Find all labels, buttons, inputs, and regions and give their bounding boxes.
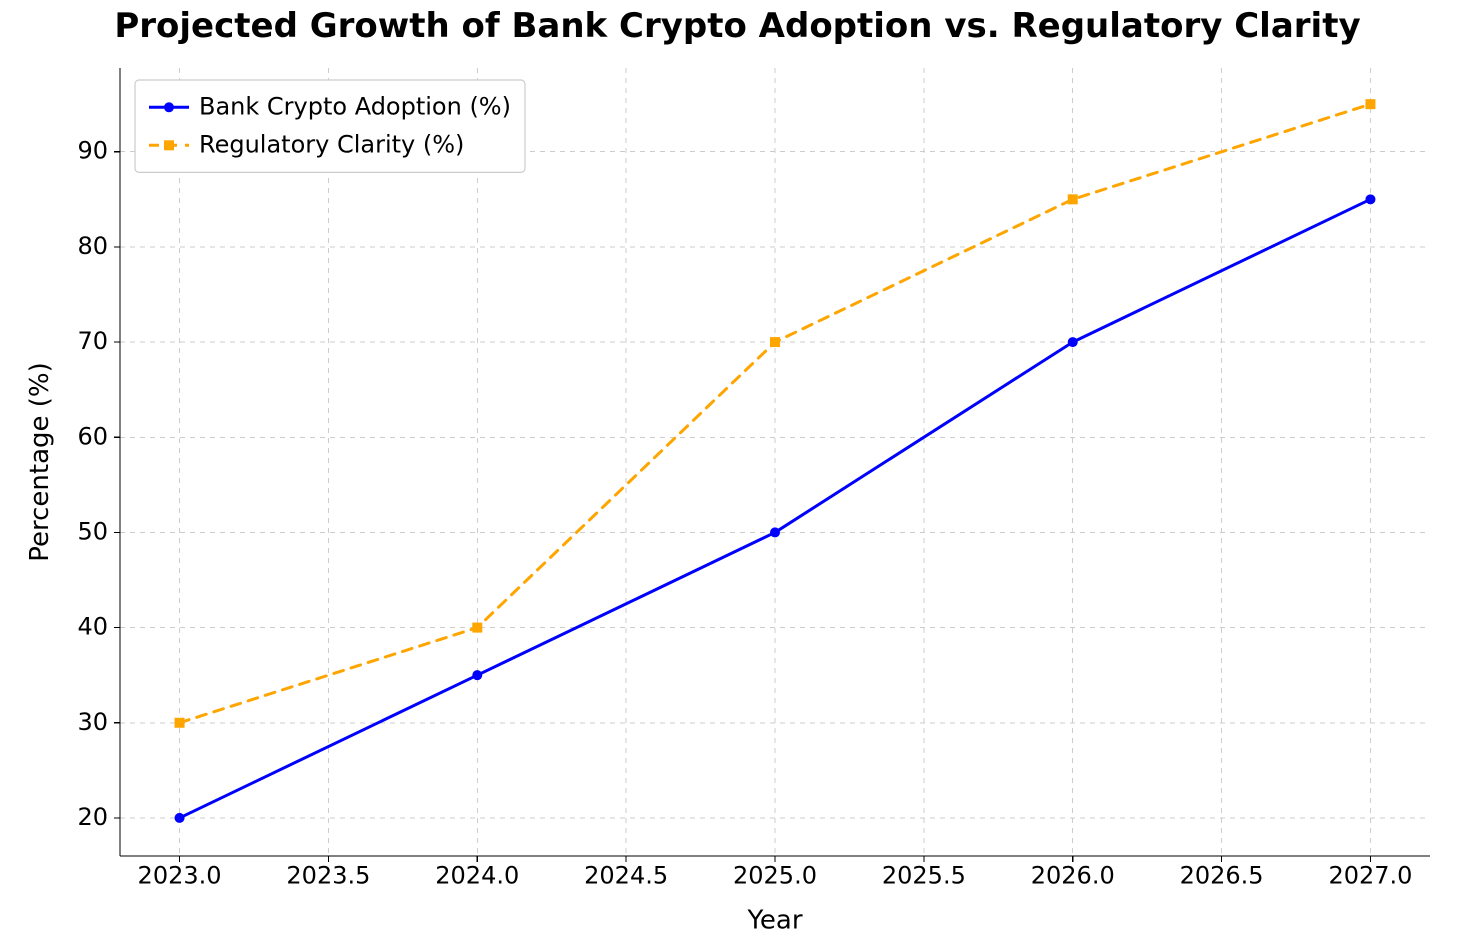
series-0-marker <box>1068 337 1078 347</box>
series-1-marker <box>1365 99 1375 109</box>
y-tick-label: 90 <box>77 137 108 165</box>
y-tick-label: 40 <box>77 613 108 641</box>
series-1-marker <box>770 337 780 347</box>
y-tick-label: 70 <box>77 327 108 355</box>
x-tick-label: 2023.0 <box>138 862 222 890</box>
legend-sample-marker-1 <box>164 140 174 150</box>
y-tick-label: 60 <box>77 422 108 450</box>
series-0-marker <box>472 670 482 680</box>
chart-container: 2023.0 2023.5 2024.0 2024.5 2025.0 2025.5 2026… <box>0 0 1475 947</box>
y-tick-label: 50 <box>77 517 108 545</box>
y-tick-label: 20 <box>77 803 108 831</box>
series-1-marker <box>472 623 482 633</box>
x-tick-label: 2023.5 <box>286 862 370 890</box>
y-tick-label: 30 <box>77 708 108 736</box>
series-0-marker <box>1365 194 1375 204</box>
series-1-marker <box>1068 194 1078 204</box>
x-tick-label: 2026.5 <box>1180 862 1264 890</box>
y-tick-label: 80 <box>77 232 108 260</box>
x-tick-label: 2024.5 <box>584 862 668 890</box>
x-tick-label: 2024.0 <box>435 862 519 890</box>
series-0-marker <box>770 527 780 537</box>
legend: Bank Crypto Adoption (%) Regulatory Clari… <box>135 80 525 172</box>
x-tick-label: 2025.5 <box>882 862 966 890</box>
chart-title: Projected Growth of Bank Crypto Adoption… <box>114 6 1360 46</box>
line-chart: 2023.0 2023.5 2024.0 2024.5 2025.0 2025.5 2026… <box>0 0 1475 947</box>
legend-label-0: Bank Crypto Adoption (%) <box>199 92 511 120</box>
x-tick-label: 2027.0 <box>1328 862 1412 890</box>
x-axis-label: Year <box>746 905 802 935</box>
series-1-marker <box>175 718 185 728</box>
x-tick-label: 2025.0 <box>733 862 817 890</box>
y-axis-label: Percentage (%) <box>25 362 55 562</box>
series-0-marker <box>175 813 185 823</box>
legend-sample-marker-0 <box>164 102 174 112</box>
x-tick-label: 2026.0 <box>1031 862 1115 890</box>
legend-label-1: Regulatory Clarity (%) <box>199 130 464 158</box>
